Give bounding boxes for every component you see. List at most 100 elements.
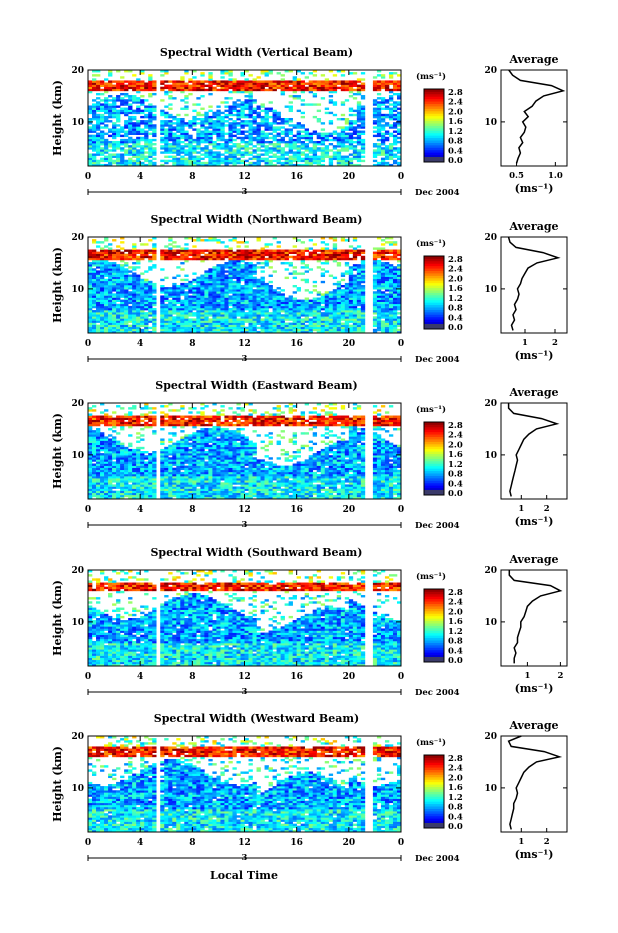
heatmap-cell (245, 145, 249, 147)
heatmap-cell (357, 285, 361, 287)
heatmap-cell (313, 87, 317, 89)
heatmap-cell (261, 120, 265, 122)
heatmap-cell (196, 118, 200, 120)
heatmap-cell (353, 110, 357, 112)
heatmap-cell (289, 302, 293, 304)
heatmap-cell (353, 287, 357, 289)
heatmap-cell (100, 493, 104, 495)
heatmap-cell (337, 302, 341, 304)
heatmap-cell (377, 74, 381, 76)
heatmap-cell (96, 318, 100, 320)
heatmap-cell (192, 89, 196, 91)
heatmap-cell (228, 325, 232, 327)
heatmap-cell (208, 133, 212, 135)
heatmap-cell (265, 116, 269, 118)
y-tick-label: 10 (71, 118, 84, 128)
heatmap-cell (176, 160, 180, 162)
heatmap-cell (273, 254, 277, 256)
heatmap-cell (357, 325, 361, 327)
heatmap-cell (112, 298, 116, 300)
heatmap-cell (381, 151, 385, 153)
heatmap-cell (184, 298, 188, 300)
heatmap-cell (96, 424, 100, 426)
heatmap-cell (140, 285, 144, 287)
heatmap-cell (253, 85, 257, 87)
heatmap-cell (349, 318, 353, 320)
heatmap-cell (220, 89, 224, 91)
heatmap-cell (104, 285, 108, 287)
heatmap-cell (180, 252, 184, 254)
heatmap-cell (208, 258, 212, 260)
heatmap-cell (196, 306, 200, 308)
heatmap-cell (176, 145, 180, 147)
heatmap-cell (345, 312, 349, 314)
heatmap-cell (341, 272, 345, 274)
heatmap-cell (96, 438, 100, 440)
heatmap-cell (301, 137, 305, 139)
heatmap-cell (220, 83, 224, 85)
heatmap-cell (301, 318, 305, 320)
heatmap-cell (116, 304, 120, 306)
heatmap-cell (236, 285, 240, 287)
heatmap-cell (281, 318, 285, 320)
heatmap-cell (216, 285, 220, 287)
heatmap-cell (184, 149, 188, 151)
heatmap-cell (281, 122, 285, 124)
colorbar-unit: (ms⁻¹) (416, 71, 446, 82)
heatmap-cell (116, 316, 120, 318)
heatmap-cell (232, 91, 236, 93)
heatmap-cell (160, 291, 164, 293)
heatmap-cell (112, 264, 116, 266)
heatmap-cell (265, 126, 269, 128)
average-title: Average (508, 53, 558, 66)
heatmap-cell (257, 266, 261, 268)
heatmap-cell (389, 316, 393, 318)
heatmap-cell (220, 135, 224, 137)
heatmap-cell (180, 256, 184, 258)
heatmap-cell (385, 264, 389, 266)
average-profile-line (509, 70, 563, 163)
heatmap-cell (377, 120, 381, 122)
heatmap-cell (216, 160, 220, 162)
heatmap-cell (261, 298, 265, 300)
heatmap-cell (88, 329, 92, 331)
heatmap-cell (208, 252, 212, 254)
heatmap-cell (200, 298, 204, 300)
heatmap-cell (132, 147, 136, 149)
heatmap-cell (301, 158, 305, 160)
heatmap-cell (377, 116, 381, 118)
heatmap-cell (92, 80, 96, 82)
heatmap-cell (257, 306, 261, 308)
heatmap-cell (341, 250, 345, 252)
x-tick-label: 4 (137, 339, 143, 349)
heatmap-cell (349, 147, 353, 149)
heatmap-cell (108, 254, 112, 256)
heatmap-cell (373, 316, 377, 318)
heatmap-cell (220, 120, 224, 122)
heatmap-cell (112, 112, 116, 114)
heatmap-cell (172, 329, 176, 331)
heatmap-cell (289, 149, 293, 151)
heatmap-cell (176, 131, 180, 133)
heatmap-cell (301, 241, 305, 243)
heatmap-cell (92, 74, 96, 76)
heatmap-cell (273, 329, 277, 331)
heatmap-cell (120, 323, 124, 325)
heatmap-cell (381, 76, 385, 78)
heatmap-cell (164, 300, 168, 302)
heatmap-cell (245, 316, 249, 318)
heatmap-cell (196, 162, 200, 164)
heatmap-cell (261, 103, 265, 105)
heatmap-cell (377, 285, 381, 287)
heatmap-cell (88, 495, 92, 497)
heatmap-cell (200, 120, 204, 122)
heatmap-cell (261, 85, 265, 87)
heatmap-cell (124, 312, 128, 314)
heatmap-cell (212, 308, 216, 310)
heatmap-cell (253, 151, 257, 153)
heatmap-cell (196, 312, 200, 314)
heatmap-cell (389, 252, 393, 254)
heatmap-cell (309, 83, 313, 85)
heatmap-cell (100, 323, 104, 325)
heatmap-cell (124, 291, 128, 293)
